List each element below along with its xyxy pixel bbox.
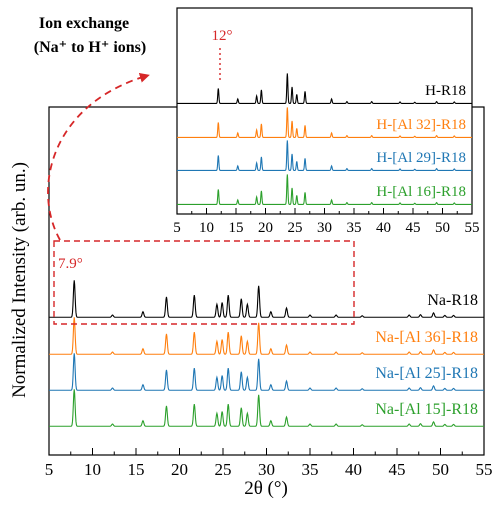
series-line xyxy=(49,353,484,391)
series-label: Na-[Al 15]-R18 xyxy=(375,401,478,418)
series-line xyxy=(49,280,484,318)
highlight-region xyxy=(53,240,355,325)
main-peak-annotation: 7.9° xyxy=(58,256,83,272)
series-label: H-[Al 29]-R18 xyxy=(376,150,466,166)
x-tick-label: 35 xyxy=(302,460,319,479)
series-label: Na-[Al 36]-R18 xyxy=(375,329,478,346)
inset-background xyxy=(177,8,472,214)
x-tick-label: 20 xyxy=(171,460,188,479)
x-tick-label: 15 xyxy=(128,460,145,479)
x-tick-label: 30 xyxy=(317,220,332,236)
x-tick-label: 15 xyxy=(229,220,244,236)
x-tick-label: 40 xyxy=(345,460,362,479)
series-line xyxy=(49,389,484,427)
x-tick-label: 10 xyxy=(84,460,101,479)
ion-exchange-subtitle: (Na⁺ to H⁺ ions) xyxy=(34,39,146,56)
ion-exchange-annotation: Ion exchange (Na⁺ to H⁺ ions) xyxy=(34,15,150,241)
series-label: Na-R18 xyxy=(427,292,478,309)
x-tick-label: 50 xyxy=(432,460,449,479)
series-line xyxy=(49,317,484,355)
x-tick-label: 25 xyxy=(288,220,303,236)
main-curves xyxy=(49,280,484,427)
series-line xyxy=(177,73,472,104)
series-label: H-[Al 16]-R18 xyxy=(376,184,466,200)
inset-x-axis: 5 10 15 20 25 30 35 40 45 50 55 xyxy=(173,208,480,236)
x-tick-label: 30 xyxy=(258,460,275,479)
x-tick-label: 45 xyxy=(406,220,421,236)
inset-peak-annotation: 12° xyxy=(212,28,233,44)
series-label: H-[Al 32]-R18 xyxy=(376,117,466,133)
series-line xyxy=(177,107,472,138)
x-tick-label: 5 xyxy=(45,460,54,479)
y-axis-label: Normalized Intensity (arb. un.) xyxy=(9,162,30,398)
series-label: Na-[Al 25]-R18 xyxy=(375,365,478,382)
main-x-axis: 5 10 15 20 25 30 35 40 45 50 55 xyxy=(45,448,493,479)
series-line xyxy=(177,140,472,171)
x-tick-label: 40 xyxy=(376,220,391,236)
x-axis-label: 2θ (°) xyxy=(244,478,288,499)
x-tick-label: 50 xyxy=(435,220,450,236)
x-tick-label: 45 xyxy=(389,460,406,479)
x-tick-label: 25 xyxy=(215,460,232,479)
ion-exchange-title: Ion exchange xyxy=(39,15,129,32)
inset-curves xyxy=(177,73,472,205)
inset-series-labels: H-R18 H-[Al 32]-R18 H-[Al 29]-R18 H-[Al 16]… xyxy=(376,83,466,200)
main-panel: 5 10 15 20 25 30 35 40 45 50 55 Na-R18 Na-[Al 36]-R… xyxy=(9,106,493,499)
x-tick-label: 20 xyxy=(258,220,273,236)
x-tick-label: 5 xyxy=(173,220,181,236)
ion-exchange-arrow xyxy=(47,72,150,241)
inset-panel: 5 10 15 20 25 30 35 40 45 50 55 H-R18 H-[Al 32]-R18… xyxy=(173,7,480,236)
x-tick-label: 55 xyxy=(476,460,493,479)
series-label: H-R18 xyxy=(425,83,466,99)
main-series-labels: Na-R18 Na-[Al 36]-R18 Na-[Al 25]-R18 Na-[Al… xyxy=(375,292,478,418)
x-tick-label: 55 xyxy=(465,220,480,236)
series-line xyxy=(177,174,472,205)
x-tick-label: 10 xyxy=(199,220,214,236)
x-tick-label: 35 xyxy=(347,220,362,236)
